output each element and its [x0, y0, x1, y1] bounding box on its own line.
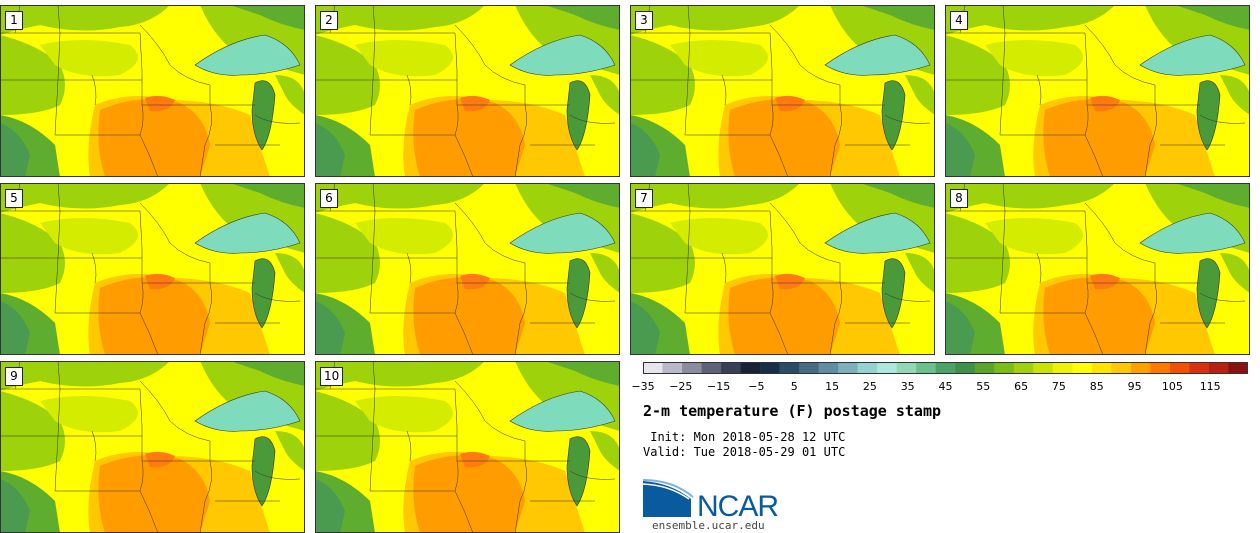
member-number-label: 8	[950, 189, 968, 208]
member-number-label: 3	[635, 11, 653, 30]
colorbar-swatch	[1091, 362, 1112, 374]
ensemble-member-map: 8	[945, 183, 1250, 355]
ensemble-member-map: 2	[315, 5, 620, 177]
colorbar-tick-label: 5	[790, 380, 798, 393]
colorbar-swatch	[838, 362, 858, 374]
colorbar-swatch	[994, 362, 1015, 374]
ensemble-member-map: 5	[0, 183, 305, 355]
ensemble-member-map: 6	[315, 183, 620, 355]
colorbar-swatch	[896, 362, 917, 374]
colorbar-swatch	[1228, 362, 1248, 374]
colorbar-swatch	[974, 362, 995, 374]
colorbar-tick-label: 75	[1051, 380, 1066, 393]
member-number-label: 1	[5, 11, 23, 30]
member-number-label: 4	[950, 11, 968, 30]
colorbar-swatch	[662, 362, 683, 374]
colorbar-tick-label: −15	[706, 380, 731, 393]
colorbar-tick-label: −35	[631, 380, 655, 393]
colorbar-swatch	[701, 362, 722, 374]
ensemble-member-map: 7	[630, 183, 935, 355]
colorbar-tick-label: 65	[1014, 380, 1029, 393]
colorbar-tick-label: 35	[900, 380, 915, 393]
colorbar-tick-label: −5	[748, 380, 765, 393]
colorbar-swatch	[955, 362, 976, 374]
colorbar-tick-label: 105	[1161, 380, 1183, 393]
colorbar-swatch	[1208, 362, 1229, 374]
colorbar-tick-label: 25	[862, 380, 877, 393]
init-time: Init: Mon 2018-05-28 12 UTC	[643, 430, 846, 444]
colorbar-swatch	[818, 362, 839, 374]
logo-url: ensemble.ucar.edu	[652, 519, 765, 532]
ncar-logo-text: NCAR	[697, 490, 778, 519]
colorbar-tick-label: 45	[938, 380, 953, 393]
ensemble-member-map: 3	[630, 5, 935, 177]
colorbar-tick-label: 115	[1199, 380, 1221, 393]
colorbar-swatch	[1072, 362, 1093, 374]
ensemble-member-map: 4	[945, 5, 1250, 177]
member-number-label: 2	[320, 11, 338, 30]
valid-time: Valid: Tue 2018-05-29 01 UTC	[643, 445, 846, 459]
colorbar-swatch	[799, 362, 819, 374]
colorbar-swatch	[740, 362, 761, 374]
ncar-logo: NCAR	[642, 477, 803, 523]
colorbar-swatch	[1033, 362, 1054, 374]
member-number-label: 5	[5, 189, 23, 208]
colorbar-swatch	[1111, 362, 1132, 374]
colorbar-swatch	[779, 362, 800, 374]
colorbar-swatch	[1052, 362, 1073, 374]
colorbar-swatch	[916, 362, 937, 374]
colorbar-swatch	[760, 362, 780, 374]
colorbar-swatch	[935, 362, 956, 374]
colorbar-swatch	[857, 362, 878, 374]
colorbar-tick-label: 95	[1127, 380, 1142, 393]
colorbar-tick-label: 55	[976, 380, 991, 393]
member-number-label: 7	[635, 189, 653, 208]
colorbar-swatch	[1130, 362, 1151, 374]
ensemble-member-map: 10	[315, 361, 620, 533]
colorbar-bar	[643, 362, 1248, 374]
chart-title: 2-m temperature (F) postage stamp	[643, 402, 942, 420]
colorbar-swatch	[1013, 362, 1034, 374]
colorbar-swatch	[1150, 362, 1171, 374]
ensemble-member-map: 1	[0, 5, 305, 177]
colorbar-tick-label: 85	[1089, 380, 1104, 393]
colorbar-swatch	[877, 362, 898, 374]
colorbar-swatch	[682, 362, 702, 374]
ensemble-member-map: 9	[0, 361, 305, 533]
member-number-label: 9	[5, 367, 23, 386]
member-number-label: 10	[320, 367, 344, 386]
colorbar-swatch	[1169, 362, 1190, 374]
colorbar-tick-label: 15	[825, 380, 840, 393]
colorbar-swatch	[643, 362, 663, 374]
member-number-label: 6	[320, 189, 338, 208]
colorbar-swatch	[1189, 362, 1210, 374]
colorbar-swatch	[721, 362, 741, 374]
colorbar-tick-label: −25	[669, 380, 693, 393]
